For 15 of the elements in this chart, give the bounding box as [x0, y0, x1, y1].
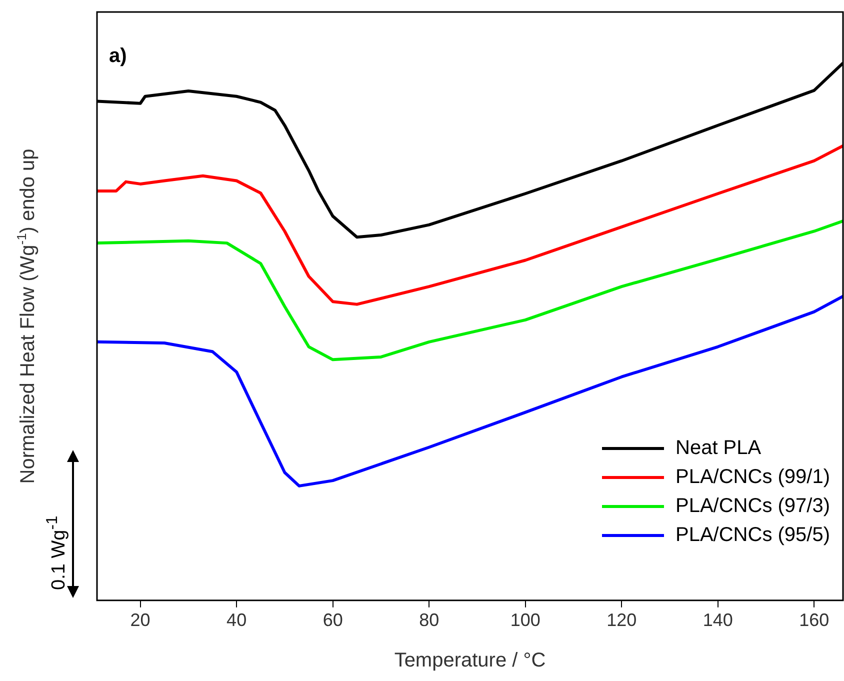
legend-label: PLA/CNCs (99/1) — [676, 465, 830, 490]
x-tick-label: 20 — [130, 610, 150, 630]
x-tick-label: 80 — [419, 610, 440, 630]
x-tick-label: 100 — [510, 610, 540, 630]
legend-label: Neat PLA — [676, 436, 762, 461]
x-tick-label: 40 — [226, 610, 247, 630]
x-axis-title: Temperature / °C — [394, 650, 546, 672]
legend-label: PLA/CNCs (95/5) — [676, 523, 830, 548]
y-axis-title: Normalized Heat Flow (Wg-1) endo up — [14, 148, 39, 484]
x-tick-label: 160 — [799, 610, 830, 630]
annotation: a) — [109, 45, 127, 67]
x-tick-label: 120 — [606, 610, 637, 630]
x-tick-label: 60 — [322, 610, 343, 630]
x-tick-label: 140 — [702, 610, 733, 630]
legend-label: PLA/CNCs (97/3) — [676, 494, 830, 519]
